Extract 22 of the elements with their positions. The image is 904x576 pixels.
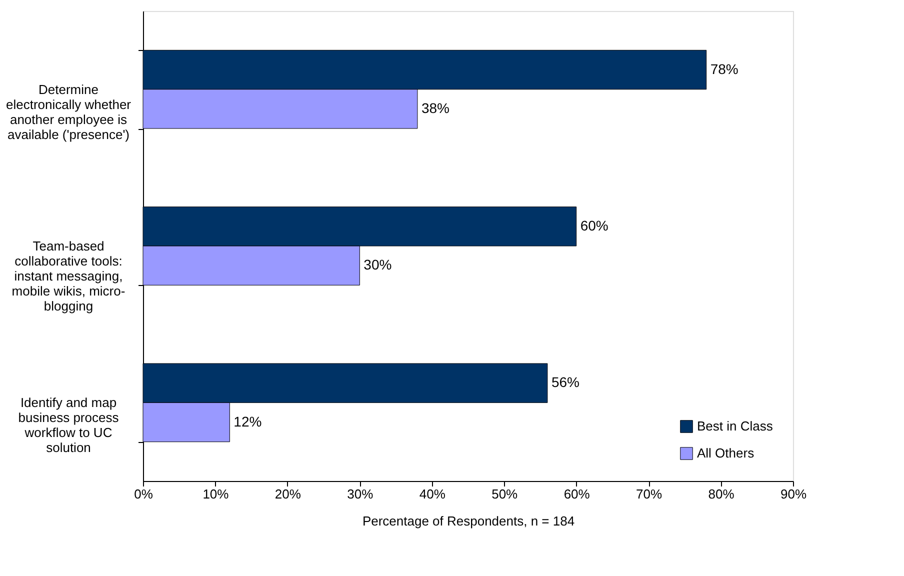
x-tick-label: 10%: [202, 486, 230, 502]
legend-label: All Others: [697, 446, 755, 460]
data-label: 12%: [234, 413, 262, 430]
y-tick-label: Identify and map business process workflow to UC solution: [18, 395, 120, 456]
data-label: 78%: [710, 60, 738, 77]
y-tick-label: Determine electronically whether another employee is available ('presence'): [6, 82, 132, 142]
x-tick-label: 50%: [492, 486, 518, 502]
x-tick-label: 60%: [564, 486, 590, 502]
x-tick-label: 90%: [780, 486, 807, 502]
legend-label: Best in Class: [697, 418, 774, 434]
x-tick-label: 80%: [708, 486, 735, 502]
x-tick-label: 0%: [134, 486, 154, 502]
x-tick-label: 70%: [636, 486, 662, 502]
data-label: 30%: [364, 256, 392, 273]
x-tick-label: 20%: [274, 486, 302, 502]
x-tick-label: 40%: [419, 486, 446, 502]
data-label: 38%: [421, 100, 450, 116]
data-label: 60%: [580, 217, 608, 234]
x-axis-title: Percentage of Respondents, n = 184: [362, 514, 575, 528]
y-tick-label: Team-based collaborative tools: instant messaging, mobile wikis, micro-blogging: [12, 238, 126, 314]
x-tick-label: 30%: [347, 486, 374, 502]
data-label: 56%: [551, 374, 580, 390]
